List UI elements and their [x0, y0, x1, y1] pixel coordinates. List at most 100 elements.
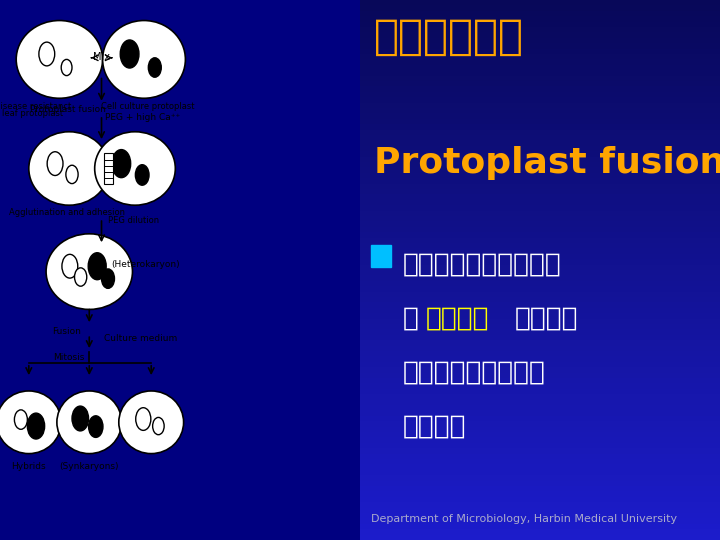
Bar	[360, 319, 720, 324]
Bar	[360, 491, 720, 497]
Bar	[360, 427, 720, 432]
Bar	[360, 5, 720, 11]
Bar	[360, 373, 720, 378]
Bar	[360, 151, 720, 157]
Bar	[360, 313, 720, 319]
Text: Department of Microbiology, Harbin Medical University: Department of Microbiology, Harbin Medic…	[371, 514, 677, 524]
Bar	[360, 324, 720, 329]
Bar	[360, 308, 720, 313]
Bar	[360, 464, 720, 470]
Bar	[360, 27, 720, 32]
Bar	[360, 383, 720, 389]
Bar	[360, 486, 720, 491]
Text: Cell culture protoplast: Cell culture protoplast	[101, 102, 194, 111]
Bar	[360, 508, 720, 513]
Ellipse shape	[17, 21, 103, 98]
Bar	[360, 221, 720, 227]
Bar	[360, 259, 720, 265]
Text: Protoplast fusion: Protoplast fusion	[30, 105, 107, 114]
Bar	[360, 146, 720, 151]
Bar	[360, 232, 720, 238]
Ellipse shape	[102, 21, 186, 98]
Bar	[360, 421, 720, 427]
Bar	[360, 178, 720, 184]
Bar	[360, 54, 720, 59]
Text: 作用下可: 作用下可	[515, 305, 578, 331]
Bar	[360, 513, 720, 518]
Bar	[360, 481, 720, 486]
Bar	[360, 346, 720, 351]
Bar	[360, 448, 720, 454]
Bar	[360, 238, 720, 243]
Text: PEG dilution: PEG dilution	[107, 216, 159, 225]
Bar	[360, 335, 720, 340]
Text: (Synkaryons): (Synkaryons)	[60, 462, 119, 471]
Text: (Heterokaryon): (Heterokaryon)	[112, 260, 180, 269]
Bar	[360, 211, 720, 216]
Bar	[360, 0, 720, 5]
Circle shape	[120, 40, 139, 68]
Bar	[360, 194, 720, 200]
Circle shape	[14, 410, 27, 429]
Bar	[360, 92, 720, 97]
Bar	[360, 200, 720, 205]
Bar	[360, 65, 720, 70]
Text: Mix: Mix	[93, 52, 110, 62]
Circle shape	[89, 253, 107, 280]
Bar	[360, 32, 720, 38]
Bar	[360, 394, 720, 400]
Bar	[360, 205, 720, 211]
Circle shape	[153, 417, 164, 435]
Circle shape	[112, 150, 131, 178]
Bar	[360, 216, 720, 221]
Bar	[360, 443, 720, 448]
Bar	[360, 173, 720, 178]
Bar	[360, 113, 720, 119]
Bar	[360, 297, 720, 302]
Bar	[360, 416, 720, 421]
Circle shape	[27, 413, 45, 439]
Bar	[360, 470, 720, 475]
Bar	[371, 245, 391, 267]
Bar	[360, 227, 720, 232]
Circle shape	[66, 165, 78, 184]
Bar	[360, 97, 720, 103]
Circle shape	[135, 408, 151, 430]
Bar	[360, 86, 720, 92]
Bar	[360, 475, 720, 481]
Text: 细菌形成原生质体后，: 细菌形成原生质体后，	[403, 251, 562, 277]
Bar	[360, 119, 720, 124]
Text: Hybrids: Hybrids	[12, 462, 46, 471]
Bar	[360, 367, 720, 373]
Bar	[360, 167, 720, 173]
Text: PEG + high Ca⁺⁺: PEG + high Ca⁺⁺	[104, 113, 180, 122]
Bar	[360, 362, 720, 367]
Bar	[360, 405, 720, 410]
Bar	[360, 59, 720, 65]
Bar	[360, 275, 720, 281]
Bar	[360, 529, 720, 535]
Bar	[360, 70, 720, 76]
Bar	[360, 243, 720, 248]
Ellipse shape	[0, 391, 61, 454]
Text: Mitosis: Mitosis	[53, 353, 84, 362]
Bar	[360, 286, 720, 292]
Bar	[360, 135, 720, 140]
Circle shape	[62, 254, 78, 278]
Circle shape	[72, 406, 89, 431]
Bar	[360, 184, 720, 189]
Bar	[360, 432, 720, 437]
Ellipse shape	[95, 132, 176, 205]
Circle shape	[61, 59, 72, 76]
Bar	[360, 302, 720, 308]
Ellipse shape	[29, 132, 109, 205]
Circle shape	[39, 42, 55, 66]
Bar	[360, 454, 720, 459]
Bar	[360, 157, 720, 162]
Bar	[360, 49, 720, 54]
Text: 原生质体融合: 原生质体融合	[374, 16, 524, 58]
Bar	[360, 340, 720, 346]
Bar	[360, 389, 720, 394]
Text: 聚乙二醇: 聚乙二醇	[426, 305, 489, 331]
Bar	[360, 518, 720, 524]
